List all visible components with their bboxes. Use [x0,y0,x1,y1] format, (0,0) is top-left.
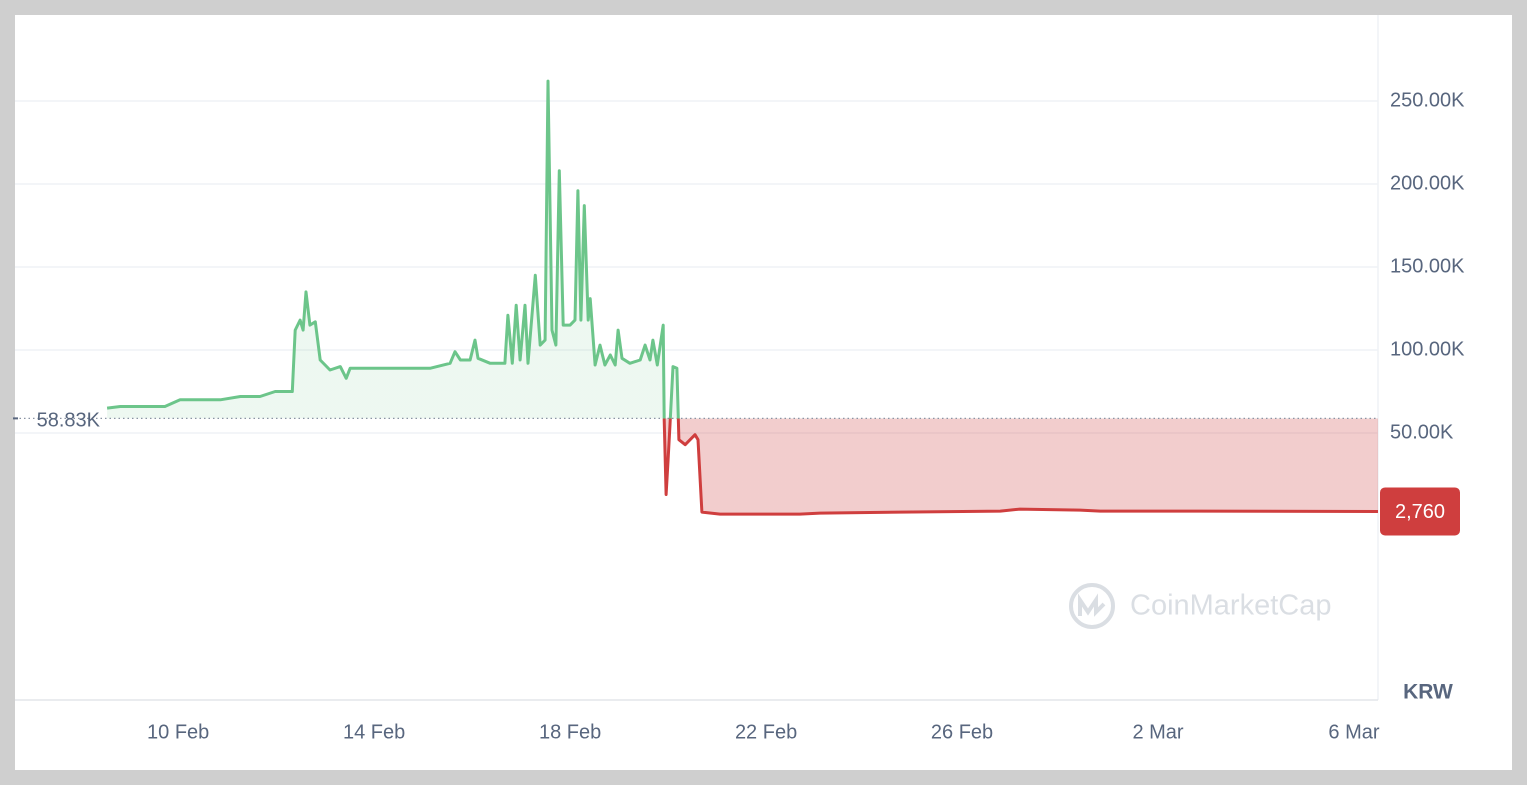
y-tick-label: 150.00K [1390,255,1465,277]
x-tick-label: 14 Feb [343,721,405,743]
panel [15,15,1512,770]
x-tick-label: 26 Feb [931,721,993,743]
x-tick-label: 10 Feb [147,721,209,743]
watermark: CoinMarketCap [1069,583,1331,629]
area-fill [107,81,1379,515]
watermark-text: CoinMarketCap [1130,590,1331,622]
y-tick-label: 250.00K [1390,89,1465,111]
y-tick-label: 50.00K [1390,421,1454,443]
x-tick-label: 2 Mar [1132,721,1183,743]
x-tick-label: 18 Feb [539,721,601,743]
y-tick-label: 200.00K [1390,172,1465,194]
last-price-tag [1380,487,1460,536]
y-tick-label: 100.00K [1390,338,1465,360]
baseline-label: 58.83K [37,410,101,432]
currency-label: KRW [1403,681,1453,704]
watermark-logo [1069,583,1115,629]
x-tick-label: 22 Feb [735,721,797,743]
last-price-label: 2,760 [1395,501,1445,523]
price-line [106,79,1379,516]
x-tick-label: 6 Mar [1328,721,1379,743]
watermark-logo-mark [1078,593,1106,617]
